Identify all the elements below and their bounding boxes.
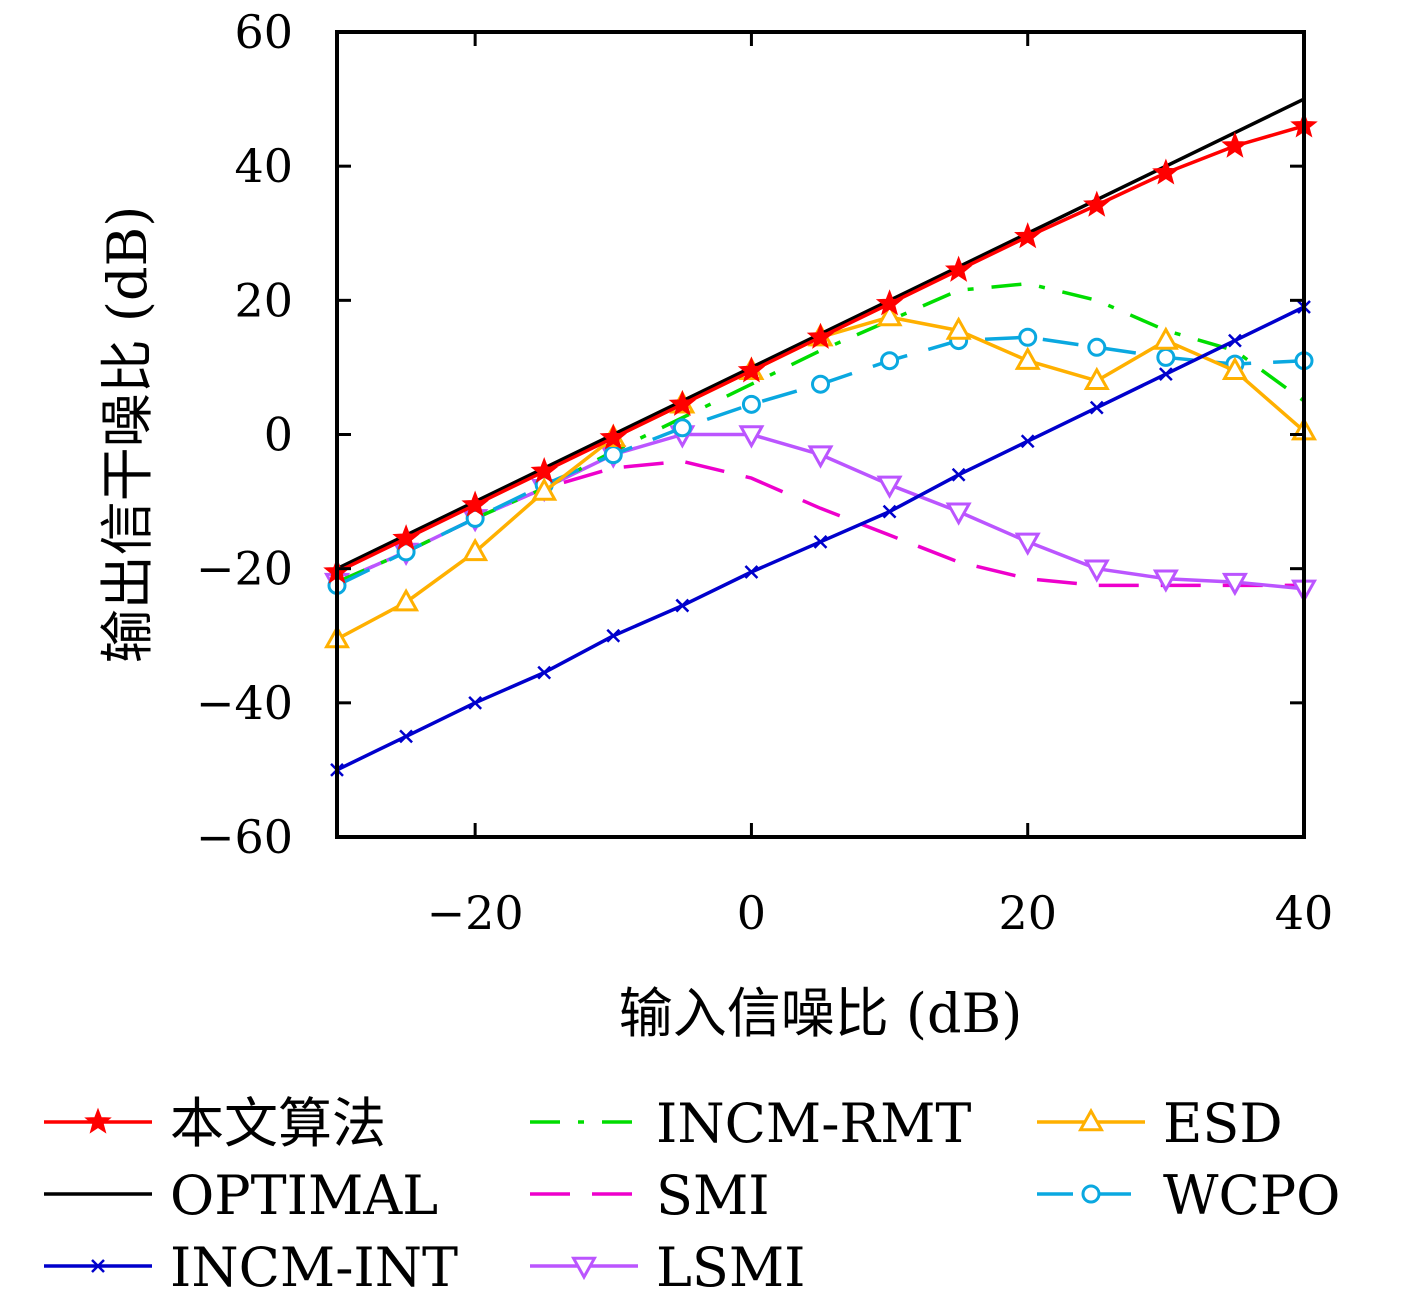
legend-entry-optimal: OPTIMAL	[44, 1164, 438, 1227]
data-point	[603, 445, 623, 465]
data-point	[675, 598, 690, 613]
data-point	[876, 303, 903, 327]
data-point	[399, 729, 413, 744]
data-point	[392, 524, 420, 551]
data-point	[468, 695, 483, 710]
data-point	[1152, 326, 1179, 350]
data-point	[1014, 346, 1041, 370]
x-tick-label: −20	[427, 886, 524, 940]
legend-marker	[1077, 1107, 1105, 1132]
legend-label: OPTIMAL	[170, 1164, 438, 1227]
legend-label: ESD	[1163, 1092, 1283, 1155]
data-point	[599, 423, 627, 450]
legend-label: 本文算法	[170, 1092, 386, 1155]
data-point	[1089, 400, 1104, 415]
data-point	[1221, 572, 1248, 597]
data-point	[393, 588, 420, 612]
data-point	[806, 322, 835, 349]
legend-entry-incm-int: INCM-INT	[44, 1236, 458, 1299]
data-point	[1083, 559, 1110, 583]
plot-frame	[335, 30, 1306, 839]
data-point	[461, 490, 489, 517]
data-point	[668, 389, 697, 416]
data-point	[1152, 158, 1180, 185]
data-point	[1014, 222, 1042, 249]
legend-entry-esd: ESD	[1037, 1092, 1283, 1155]
data-point	[876, 475, 903, 499]
y-axis-label: 输出信干噪比 (dB)	[96, 206, 159, 664]
data-point	[813, 534, 828, 549]
data-point	[807, 445, 834, 469]
legend: 本文算法 OPTIMAL INCM-INT INCM-RMT SMI LSMI ESD WCP…	[44, 1092, 1340, 1299]
legend-entry-proposed: 本文算法	[44, 1092, 386, 1155]
legend-label: WCPO	[1163, 1164, 1340, 1227]
data-point	[530, 456, 558, 484]
legend-marker	[570, 1256, 598, 1281]
series-proposed	[323, 111, 1318, 584]
data-point	[1156, 347, 1176, 367]
series-layer	[323, 97, 1318, 777]
y-tick-label: 0	[264, 408, 293, 462]
data-point	[1083, 190, 1111, 217]
legend-label: INCM-RMT	[656, 1092, 971, 1155]
legend-entry-incm-rmt: INCM-RMT	[530, 1092, 971, 1155]
series-line-incm-rmt	[336, 281, 1306, 584]
y-tick-label: 40	[234, 139, 293, 193]
y-tick-label: 60	[234, 5, 293, 59]
legend-marker	[1081, 1184, 1101, 1204]
data-point	[737, 356, 766, 383]
data-point	[672, 418, 692, 438]
legend-marker	[84, 1107, 112, 1134]
y-tick-label: −20	[196, 542, 293, 596]
data-point	[1158, 367, 1173, 382]
legend-marker	[91, 1259, 105, 1273]
data-point	[741, 394, 761, 414]
data-point	[951, 467, 966, 482]
series-incm-rmt	[336, 281, 1306, 584]
x-tick-label: 0	[737, 886, 766, 940]
data-point	[1014, 532, 1041, 556]
x-axis-label: 输入信噪比 (dB)	[619, 982, 1023, 1045]
data-point	[880, 351, 900, 371]
data-point	[1221, 356, 1248, 380]
series-incm-int	[330, 300, 1311, 777]
x-tick-label: 40	[1275, 886, 1334, 940]
series-line-smi	[336, 459, 1304, 588]
data-point	[875, 289, 904, 316]
legend-label: LSMI	[656, 1236, 805, 1299]
tick-layer: −20 0 20 40 −60 −40 −20 0 20 40 60	[196, 5, 1333, 940]
legend-entry-lsmi: LSMI	[530, 1236, 805, 1299]
legend-label: INCM-INT	[170, 1236, 458, 1299]
data-point	[1083, 366, 1110, 391]
data-point	[1020, 434, 1035, 449]
data-point	[744, 565, 759, 579]
data-point	[944, 255, 973, 282]
data-point	[1018, 327, 1038, 347]
data-point	[606, 628, 621, 643]
data-point	[537, 665, 552, 680]
data-point	[1228, 333, 1242, 348]
y-tick-label: 20	[234, 273, 293, 327]
data-point	[1152, 569, 1179, 593]
data-point	[462, 537, 489, 562]
data-point	[945, 316, 972, 340]
legend-label: SMI	[656, 1164, 770, 1227]
series-smi	[336, 459, 1304, 588]
data-point	[738, 425, 765, 449]
y-tick-label: −40	[196, 676, 293, 730]
y-tick-label: −60	[196, 810, 293, 864]
legend-entry-smi: SMI	[530, 1164, 770, 1227]
data-point	[882, 504, 897, 519]
data-point	[1087, 337, 1107, 357]
x-tick-label: 20	[998, 886, 1057, 940]
data-point	[811, 374, 830, 394]
data-point	[945, 502, 972, 526]
series-line-esd	[336, 315, 1306, 641]
legend-entry-wcpo: WCPO	[1037, 1164, 1340, 1227]
data-point	[531, 477, 558, 501]
data-point	[1221, 131, 1249, 158]
